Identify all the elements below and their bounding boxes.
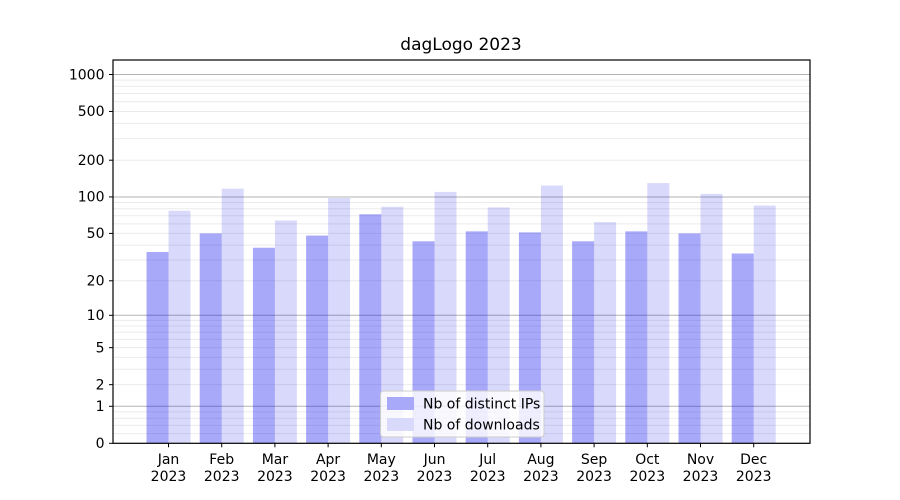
year-label: 2023 <box>151 469 187 485</box>
bar-downloads-aug <box>540 185 563 444</box>
chart-title: dagLogo 2023 <box>400 35 521 55</box>
legend-label: Nb of downloads <box>423 418 540 434</box>
year-label: 2023 <box>576 469 612 485</box>
month-label: Apr <box>316 452 340 468</box>
month-label: Jun <box>423 452 446 468</box>
legend-label: Nb of distinct IPs <box>423 397 540 413</box>
year-label: 2023 <box>629 469 665 485</box>
y-tick-label: 1 <box>96 399 105 415</box>
month-label: Jul <box>478 452 496 468</box>
bar-downloads-dec <box>753 205 776 444</box>
x-tick-label: Mar 2023 <box>257 452 293 485</box>
month-label: Oct <box>635 452 660 468</box>
year-label: 2023 <box>736 469 772 485</box>
bar-distinct-ips-may <box>359 214 382 444</box>
y-tick-label: 0 <box>96 436 105 452</box>
x-tick-label: Oct 2023 <box>629 452 665 485</box>
bar-downloads-mar <box>274 220 297 444</box>
x-tick-label: Jun 2023 <box>417 452 453 485</box>
y-tick-label: 2 <box>96 377 105 393</box>
y-tick-label: 50 <box>87 226 105 242</box>
y-axis-ticks: 0 1 2 5 10 20 50 100 200 500 1000 <box>69 67 113 452</box>
bar-distinct-ips-feb <box>199 233 222 444</box>
plot-border <box>112 59 811 444</box>
bar-downloads-oct <box>647 183 670 444</box>
bar-downloads-nov <box>700 193 723 444</box>
bar-distinct-ips-mar <box>252 247 275 444</box>
bar-distinct-ips-apr <box>306 235 329 444</box>
x-tick-label: Dec 2023 <box>736 452 772 485</box>
bar-distinct-ips-jan <box>146 252 169 444</box>
x-tick-label: Feb 2023 <box>204 452 240 485</box>
y-tick-label: 1000 <box>69 67 105 83</box>
bar-downloads-jul <box>487 207 510 444</box>
minor-gridlines <box>113 79 810 435</box>
legend-box <box>380 390 545 438</box>
y-tick-label: 5 <box>96 340 105 356</box>
year-label: 2023 <box>417 469 453 485</box>
month-label: Aug <box>527 452 554 468</box>
year-label: 2023 <box>204 469 240 485</box>
year-label: 2023 <box>523 469 559 485</box>
bar-downloads-apr <box>328 198 351 444</box>
year-label: 2023 <box>683 469 719 485</box>
x-tick-label: Sep 2023 <box>576 452 612 485</box>
bar-downloads-sep <box>594 222 617 444</box>
month-label: Dec <box>740 452 767 468</box>
x-tick-label: Aug 2023 <box>523 452 559 485</box>
x-tick-label: Apr 2023 <box>310 452 346 485</box>
bar-downloads-jan <box>168 210 191 444</box>
x-tick-label: May 2023 <box>363 452 399 485</box>
x-tick-label: Jan 2023 <box>151 452 187 485</box>
bar-downloads-may <box>381 206 404 444</box>
month-label: Mar <box>262 452 289 468</box>
month-label: Feb <box>209 452 234 468</box>
y-tick-label: 10 <box>87 308 105 324</box>
x-tick-label: Nov 2023 <box>683 452 719 485</box>
bar-distinct-ips-sep <box>572 241 595 444</box>
legend-swatch-distinct-ips <box>387 397 414 410</box>
x-tick-label: Jul 2023 <box>470 452 506 485</box>
month-label: Nov <box>687 452 714 468</box>
y-tick-label: 500 <box>78 104 105 120</box>
y-tick-label: 20 <box>87 274 105 290</box>
month-label: May <box>367 452 396 468</box>
y-tick-label: 100 <box>78 190 105 206</box>
bar-distinct-ips-oct <box>625 231 648 444</box>
legend: Nb of distinct IPs Nb of downloads <box>380 390 545 438</box>
year-label: 2023 <box>257 469 293 485</box>
legend-swatch-downloads <box>387 418 414 431</box>
bar-distinct-ips-jul <box>465 231 488 444</box>
year-label: 2023 <box>470 469 506 485</box>
bar-distinct-ips-nov <box>678 233 701 444</box>
month-label: Jan <box>157 452 180 468</box>
year-label: 2023 <box>310 469 346 485</box>
bar-downloads-feb <box>221 188 244 444</box>
bar-distinct-ips-dec <box>731 253 754 444</box>
bar-downloads-jun <box>434 191 457 444</box>
year-label: 2023 <box>363 469 399 485</box>
month-label: Sep <box>581 452 608 468</box>
y-tick-label: 200 <box>78 153 105 169</box>
